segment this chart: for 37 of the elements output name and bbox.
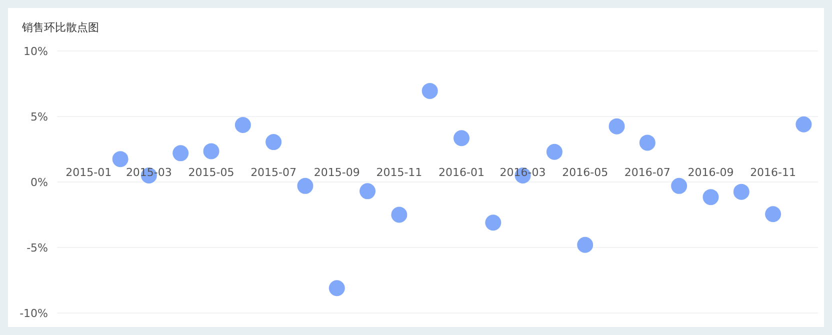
- point: [733, 184, 750, 200]
- point: [297, 178, 314, 194]
- point: [765, 206, 782, 222]
- point: [639, 134, 656, 151]
- point: [266, 134, 282, 150]
- x-tick-label: 2016-09: [688, 166, 734, 179]
- x-tick-label: 2015-11: [376, 166, 422, 179]
- x-tick-label: 2016-01: [438, 166, 484, 179]
- chart-title: 销售环比散点图: [21, 21, 99, 34]
- point: [702, 189, 719, 206]
- y-tick-label: 10%: [24, 44, 48, 58]
- point: [608, 118, 625, 134]
- point: [454, 130, 470, 146]
- y-tick-label: -5%: [26, 241, 48, 254]
- x-tick-label: 2015-09: [314, 166, 360, 179]
- point: [577, 236, 594, 253]
- x-tick-label: 2016-11: [750, 166, 796, 179]
- point: [671, 178, 688, 194]
- point: [112, 151, 128, 168]
- point: [360, 183, 376, 200]
- point: [391, 206, 408, 223]
- point: [234, 117, 251, 134]
- y-tick-label: -10%: [20, 306, 48, 320]
- y-tick-label: 5%: [30, 110, 48, 124]
- point: [546, 144, 562, 160]
- x-tick-label: 2015-05: [188, 166, 234, 179]
- y-tick-label: 0%: [30, 176, 48, 189]
- x-tick-label: 2016-05: [562, 166, 608, 179]
- point: [328, 280, 345, 296]
- x-tick-label: 2015-01: [66, 166, 112, 179]
- point: [796, 116, 812, 132]
- x-tick-label: 2015-07: [250, 166, 297, 179]
- point: [422, 82, 438, 99]
- x-tick-label: 2016-07: [624, 166, 670, 179]
- point: [485, 214, 502, 231]
- point: [203, 143, 220, 160]
- point: [172, 145, 189, 162]
